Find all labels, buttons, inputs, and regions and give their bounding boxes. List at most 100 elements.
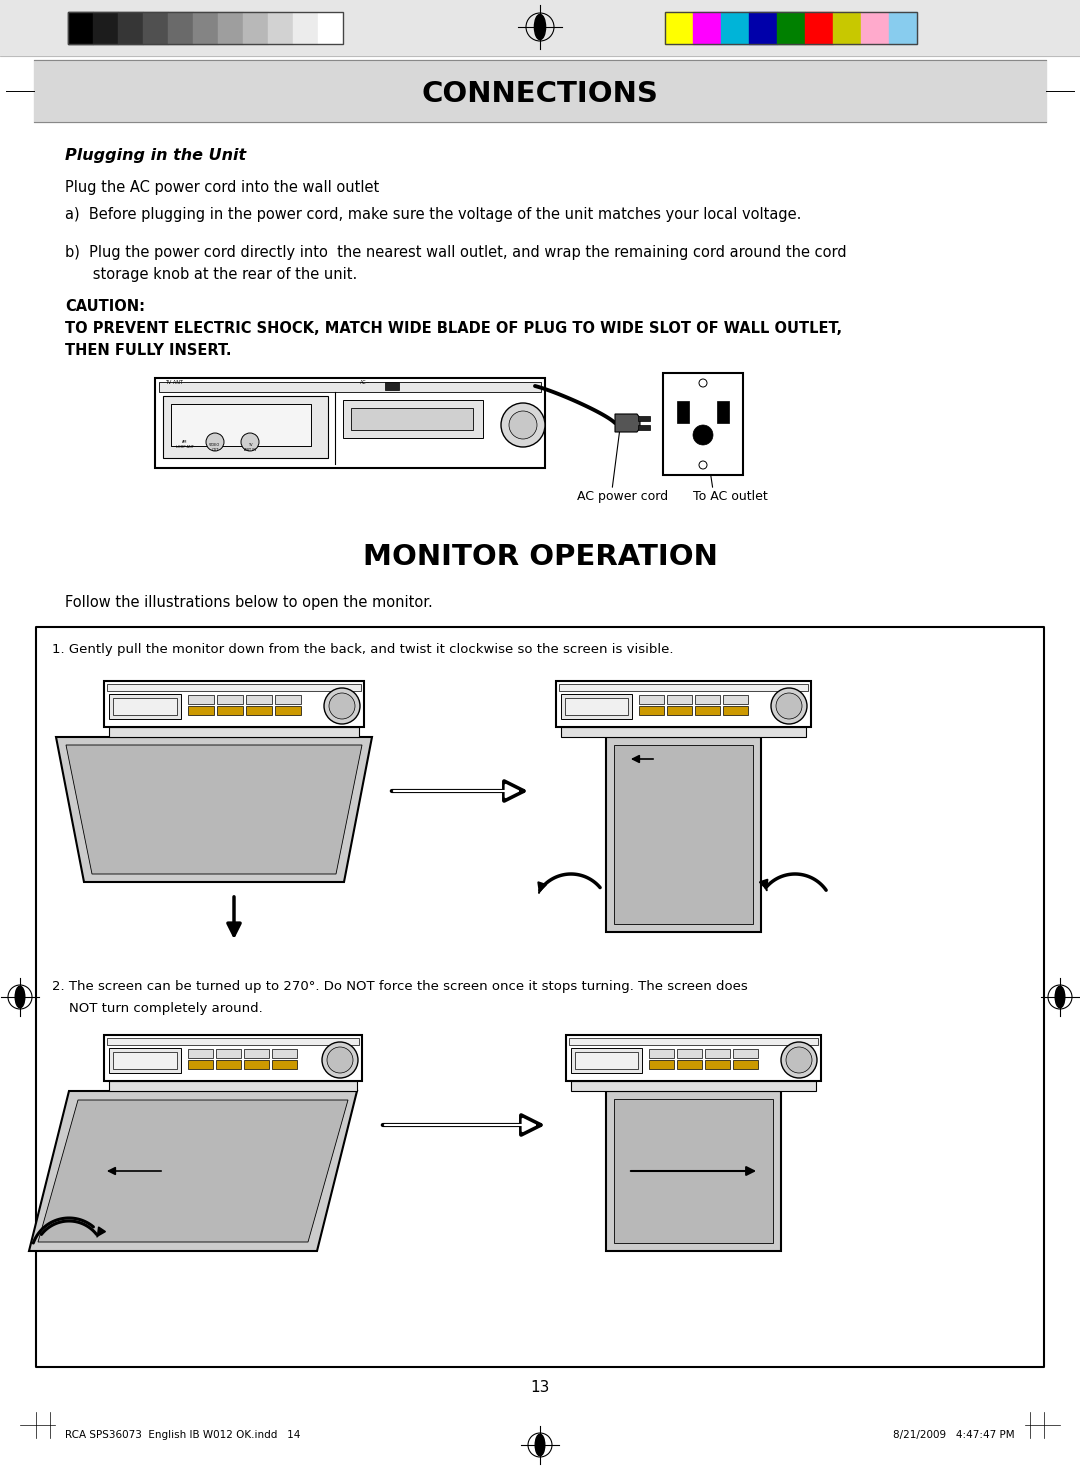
Text: a)  Before plugging in the power cord, make sure the voltage of the unit matches: a) Before plugging in the power cord, ma… — [65, 207, 801, 221]
Bar — [143, 12, 168, 44]
Bar — [639, 695, 664, 704]
Bar — [217, 706, 243, 714]
Bar — [275, 706, 301, 714]
Bar — [244, 1049, 269, 1058]
Text: Follow the illustrations below to open the monitor.: Follow the illustrations below to open t… — [65, 595, 433, 610]
Bar — [565, 698, 627, 714]
Bar — [188, 695, 214, 704]
Bar — [275, 695, 301, 704]
Bar — [107, 1038, 359, 1045]
Bar — [217, 695, 243, 704]
Bar — [733, 1060, 758, 1069]
Bar — [705, 1060, 730, 1069]
Text: 8/21/2009   4:47:47 PM: 8/21/2009 4:47:47 PM — [893, 1430, 1015, 1441]
Bar — [193, 12, 218, 44]
Text: 1. Gently pull the monitor down from the back, and twist it clockwise so the scr: 1. Gently pull the monitor down from the… — [52, 644, 674, 655]
Bar — [615, 745, 753, 924]
Text: TV
ANT IN: TV ANT IN — [244, 443, 256, 452]
Bar — [667, 695, 692, 704]
Bar — [216, 1060, 241, 1069]
Bar — [606, 1091, 781, 1252]
Bar — [667, 706, 692, 714]
Text: Plugging in the Unit: Plugging in the Unit — [65, 148, 246, 162]
Bar — [717, 401, 729, 424]
Text: CAUTION:: CAUTION: — [65, 300, 145, 314]
Text: To AC outlet: To AC outlet — [693, 490, 768, 503]
Bar — [665, 12, 917, 44]
Bar — [649, 1060, 674, 1069]
Bar — [649, 1049, 674, 1058]
Bar — [677, 1049, 702, 1058]
Bar — [638, 425, 650, 430]
Bar — [569, 1038, 818, 1045]
Circle shape — [509, 410, 537, 438]
Bar — [272, 1060, 297, 1069]
Bar — [109, 1048, 181, 1073]
Polygon shape — [615, 413, 640, 432]
Bar — [36, 627, 1044, 1367]
Bar — [188, 1049, 213, 1058]
Circle shape — [322, 1042, 357, 1077]
Bar — [561, 728, 806, 737]
Text: AC power cord: AC power cord — [577, 490, 669, 503]
Text: RCA SPS36073  English IB W012 OK.indd   14: RCA SPS36073 English IB W012 OK.indd 14 — [65, 1430, 300, 1441]
Text: storage knob at the rear of the unit.: storage knob at the rear of the unit. — [65, 267, 357, 282]
Bar — [571, 1080, 816, 1091]
Text: b)  Plug the power cord directly into  the nearest wall outlet, and wrap the rem: b) Plug the power cord directly into the… — [65, 245, 847, 260]
Circle shape — [786, 1046, 812, 1073]
Bar — [723, 695, 748, 704]
Bar — [104, 680, 364, 728]
Bar — [118, 12, 143, 44]
Text: 13: 13 — [530, 1380, 550, 1395]
Bar — [188, 1060, 213, 1069]
Bar — [575, 1052, 638, 1069]
Ellipse shape — [535, 15, 545, 40]
Text: MONITOR OPERATION: MONITOR OPERATION — [363, 543, 717, 571]
Bar — [93, 12, 118, 44]
Text: TO PREVENT ELECTRIC SHOCK, MATCH WIDE BLADE OF PLUG TO WIDE SLOT OF WALL OUTLET,: TO PREVENT ELECTRIC SHOCK, MATCH WIDE BL… — [65, 320, 842, 337]
Bar — [107, 683, 361, 691]
Text: NOT turn completely around.: NOT turn completely around. — [52, 1002, 262, 1015]
Circle shape — [693, 425, 713, 444]
Bar — [159, 382, 541, 393]
Text: VIDEO
OUT: VIDEO OUT — [210, 443, 220, 452]
Circle shape — [501, 403, 545, 447]
Bar — [243, 12, 268, 44]
Bar — [677, 1060, 702, 1069]
Text: THEN FULLY INSERT.: THEN FULLY INSERT. — [65, 342, 231, 359]
Bar — [351, 407, 473, 430]
Bar — [696, 695, 720, 704]
Bar — [104, 1035, 362, 1080]
Bar — [677, 401, 689, 424]
Bar — [68, 12, 343, 44]
Bar — [733, 1049, 758, 1058]
Circle shape — [777, 694, 802, 719]
Text: AC~: AC~ — [360, 379, 370, 385]
Bar — [272, 1049, 297, 1058]
Bar — [268, 12, 293, 44]
Bar — [218, 12, 243, 44]
Text: TV ANT: TV ANT — [165, 379, 183, 385]
Bar — [833, 12, 861, 44]
Bar — [566, 1035, 821, 1080]
Ellipse shape — [536, 1435, 544, 1455]
Bar — [721, 12, 750, 44]
Bar — [559, 683, 808, 691]
Bar — [639, 706, 664, 714]
Bar — [0, 0, 1080, 56]
Bar — [696, 706, 720, 714]
Bar — [109, 1080, 357, 1091]
Bar — [343, 400, 483, 438]
Polygon shape — [66, 745, 362, 874]
Bar — [168, 12, 193, 44]
Bar — [889, 12, 917, 44]
Bar — [156, 378, 545, 468]
Bar — [246, 695, 272, 704]
Polygon shape — [38, 1100, 348, 1241]
Bar — [216, 1049, 241, 1058]
Circle shape — [206, 432, 224, 452]
Text: Plug the AC power cord into the wall outlet: Plug the AC power cord into the wall out… — [65, 180, 379, 195]
Circle shape — [699, 461, 707, 469]
Bar — [615, 1100, 773, 1243]
Bar — [556, 680, 811, 728]
